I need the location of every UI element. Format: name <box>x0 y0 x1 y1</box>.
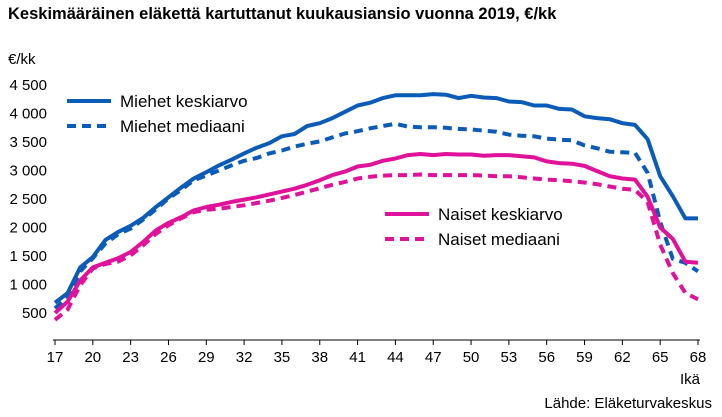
x-tick-label: 44 <box>387 349 404 366</box>
x-tick-label: 47 <box>425 349 442 366</box>
x-tick-label: 23 <box>122 349 139 366</box>
y-tick-label: 2 500 <box>9 191 47 208</box>
x-tick-label: 32 <box>236 349 253 366</box>
legend-men: Miehet keskiarvo Miehet mediaani <box>67 92 248 136</box>
x-tick-label: 50 <box>463 349 480 366</box>
y-axis-ticks: 500 1 000 1 500 2 000 2 500 3 000 3 500 4 000 4 … <box>9 77 47 322</box>
chart-title: Keskimääräinen eläkettä kartuttanut kuuk… <box>8 5 557 23</box>
legend-label-miehet-mediaani: Miehet mediaani <box>120 117 245 136</box>
series-line-naiset-mediaani <box>53 172 699 322</box>
series-line-miehet-mediaani <box>53 121 700 310</box>
legend-label-miehet-keskiarvo: Miehet keskiarvo <box>120 92 248 111</box>
x-tick-label: 68 <box>690 349 707 366</box>
y-tick-label: 3 000 <box>9 163 47 180</box>
x-tick-label: 26 <box>160 349 177 366</box>
y-tick-label: 2 000 <box>9 220 47 237</box>
x-tick-label: 29 <box>198 349 215 366</box>
y-axis-unit: €/kk <box>8 51 36 68</box>
x-tick-label: 62 <box>614 349 631 366</box>
series-lines <box>53 92 700 322</box>
x-tick-label: 53 <box>501 349 518 366</box>
x-tick-label: 17 <box>47 349 64 366</box>
legend-label-naiset-keskiarvo: Naiset keskiarvo <box>438 205 563 224</box>
y-tick-label: 500 <box>22 305 47 322</box>
y-tick-label: 4 500 <box>9 77 47 94</box>
series-line-naiset-keskiarvo <box>53 152 699 315</box>
x-tick-label: 56 <box>538 349 555 366</box>
y-tick-label: 4 000 <box>9 106 47 123</box>
y-tick-label: 1 000 <box>9 277 47 294</box>
x-tick-label: 41 <box>349 349 366 366</box>
x-axis-label: Ikä <box>680 371 701 388</box>
x-tick-label: 35 <box>274 349 291 366</box>
x-tick-label: 38 <box>311 349 328 366</box>
x-tick-label: 20 <box>84 349 101 366</box>
x-tick-label: 59 <box>576 349 593 366</box>
legend-women: Naiset keskiarvo Naiset mediaani <box>385 205 563 249</box>
x-tick-label: 65 <box>652 349 669 366</box>
legend-label-naiset-mediaani: Naiset mediaani <box>438 230 560 249</box>
y-tick-label: 1 500 <box>9 248 47 265</box>
source-note: Lähde: Eläketurvakeskus <box>544 395 712 412</box>
y-tick-label: 3 500 <box>9 134 47 151</box>
x-axis-ticks: 17 20 23 26 29 32 35 38 41 44 47 50 53 56 59 62 65 68 <box>47 340 707 366</box>
